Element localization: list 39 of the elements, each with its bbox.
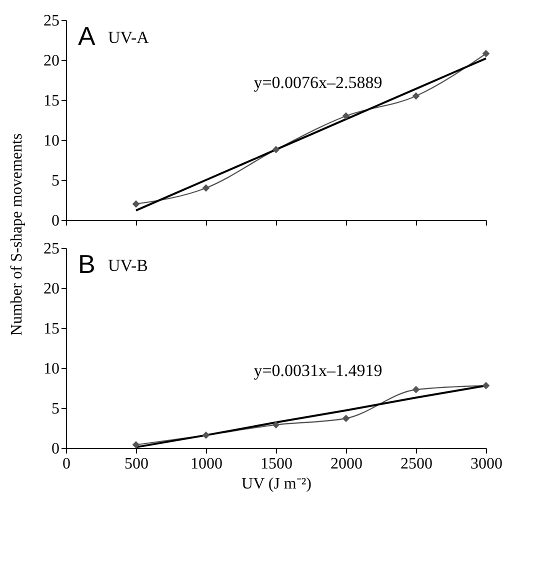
point: [202, 431, 210, 439]
point: [342, 414, 350, 422]
y-tick-label: 0: [52, 212, 60, 230]
point: [132, 200, 140, 208]
y-tick-label: 0: [52, 440, 60, 458]
point: [482, 50, 490, 58]
y-tick-label: 25: [44, 240, 60, 258]
x-axis-title: UV (J m⁻²): [242, 476, 312, 492]
chart-title: A: [78, 21, 96, 51]
point: [412, 386, 420, 394]
x-tick-label: 2000: [330, 456, 362, 472]
y-tick-label: 10: [44, 360, 60, 378]
point: [272, 421, 280, 429]
chart-subtitle: UV-A: [108, 28, 150, 47]
x-tick-label: 2500: [400, 456, 432, 472]
y-tick-label: 25: [44, 12, 60, 30]
y-tick-label: 15: [44, 92, 60, 110]
point: [342, 112, 350, 120]
annotation: y=0.0076x–2.5889: [254, 73, 382, 92]
y-tick-label: 20: [44, 52, 60, 70]
x-tick-label: 1500: [260, 456, 292, 472]
y-tick-label: 20: [44, 280, 60, 298]
annotation: y=0.0031x–1.4919: [254, 361, 382, 380]
x-tick-label: 0: [62, 456, 70, 472]
y-tick-label: 10: [44, 132, 60, 150]
point: [412, 92, 420, 100]
x-tick-label: 3000: [470, 456, 502, 472]
point: [132, 441, 140, 449]
x-tick-label: 500: [124, 456, 148, 472]
chart-subtitle: UV-B: [108, 256, 148, 275]
point: [272, 146, 280, 154]
x-tick-label: 1000: [190, 456, 222, 472]
chart-title: B: [78, 249, 96, 279]
y-tick-label: 5: [52, 172, 60, 190]
point: [482, 382, 490, 390]
y-tick-label: 5: [52, 400, 60, 418]
point: [202, 184, 210, 192]
y-tick-label: 15: [44, 320, 60, 338]
y-axis-title: Number of S-shape movements: [8, 133, 26, 336]
